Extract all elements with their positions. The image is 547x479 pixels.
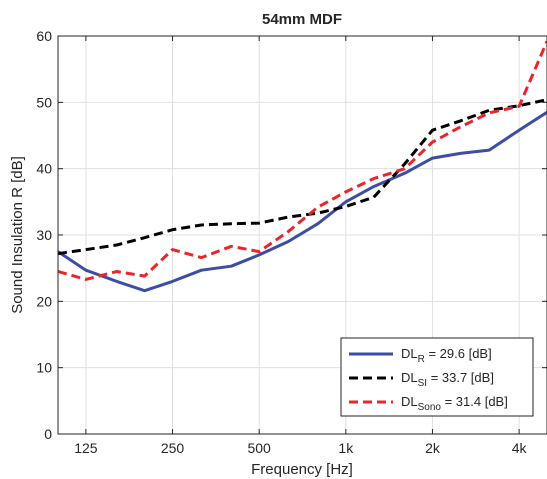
x-tick-label: 125: [74, 440, 98, 456]
y-tick-label: 60: [36, 28, 52, 44]
series-lines: [58, 40, 547, 293]
legend-main: DL: [401, 370, 418, 385]
x-tick-label: 250: [161, 440, 185, 456]
legend-value: = 31.4 [dB]: [441, 394, 508, 409]
legend-value: = 33.7 [dB]: [427, 370, 494, 385]
y-tick-label: 10: [36, 360, 52, 376]
y-tick-label: 30: [36, 227, 52, 243]
x-tick-label: 2k: [425, 440, 441, 456]
legend-main: DL: [401, 394, 418, 409]
legend-subscript: SI: [418, 378, 427, 389]
legend-value: = 29.6 [dB]: [425, 346, 492, 361]
legend-main: DL: [401, 346, 418, 361]
legend-entry: DLR = 29.6 [dB]: [401, 346, 492, 365]
axis-ticks: 125 250 500 1k 2k 4k 0 10 20 30 40 50 60: [36, 28, 547, 456]
legend-subscript: R: [418, 354, 425, 365]
y-tick-label: 50: [36, 94, 52, 110]
series-line-sono: [58, 40, 547, 281]
legend-subscript: Sono: [418, 402, 442, 413]
legend-box: [340, 337, 534, 417]
legend-entry: DLSI = 33.7 [dB]: [401, 370, 494, 389]
y-tick-label: 40: [36, 161, 52, 177]
x-tick-label: 4k: [512, 440, 528, 456]
y-tick-label: 0: [44, 426, 52, 442]
legend-entry: DLSono = 31.4 [dB]: [401, 394, 508, 413]
x-tick-label: 500: [247, 440, 271, 456]
y-axis-label: Sound Insulation R [dB]: [9, 156, 26, 314]
x-axis-label: Frequency [Hz]: [251, 461, 353, 478]
series-line-r: [58, 111, 547, 293]
chart-title: 54mm MDF: [262, 11, 342, 28]
y-tick-label: 20: [36, 293, 52, 309]
x-tick-label: 1k: [338, 440, 354, 456]
legend: DLR = 29.6 [dB]DLSI = 33.7 [dB]DLSono = …: [340, 337, 534, 417]
